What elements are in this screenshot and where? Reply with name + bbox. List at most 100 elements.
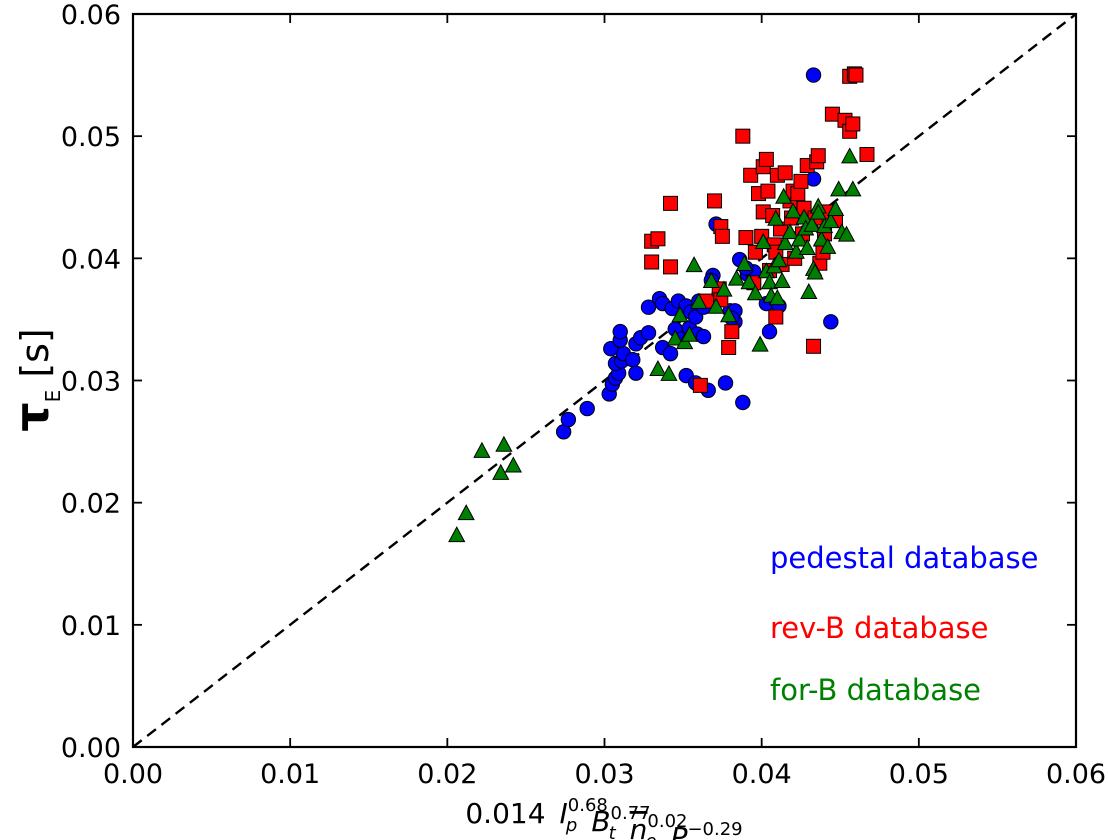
data-point-triangle [841,147,859,164]
x-label-space [616,813,630,840]
y-tick-label: 0.03 [61,367,121,398]
data-point-triangle [819,237,837,254]
data-point-triangle [707,297,725,314]
x-tick-label: 0.00 [103,759,163,790]
data-point-triangle [800,282,818,300]
data-point-triangle [770,251,788,268]
x-label-variable: n [630,813,648,840]
data-point-triangle [803,215,821,232]
data-point-square [650,231,666,247]
data-point-triangle [690,292,708,309]
data-point-triangle [685,256,703,273]
data-points [448,66,875,543]
data-point-square [848,67,864,83]
x-axis-label: 0.014 I0.68p B0.77t n0.02e P−0.29loss [465,795,742,840]
x-axis-formula: 0.014 I0.68p B0.77t n0.02e P−0.29loss [465,795,742,840]
data-point-triangle [666,329,684,346]
data-point-circle [628,365,644,381]
data-point-square [663,259,679,275]
x-label-exponent: 0.68 [568,795,608,816]
data-point-circle [761,323,778,340]
data-point-triangle [751,335,769,352]
x-label-exponent: −0.29 [687,819,742,840]
data-point-triangle [740,273,758,290]
x-tick-label: 0.02 [417,759,477,790]
legend: pedestal database rev-B database for-B dat… [770,541,1038,707]
data-point-triangle [746,284,765,301]
x-label-exponent: 0.02 [647,811,687,832]
data-point-square [824,106,840,122]
data-point-square [793,173,809,189]
data-point-triangle [784,202,802,219]
data-point-triangle [495,435,513,452]
data-point-square [859,146,875,162]
data-point-circle [640,325,657,341]
x-tick-label: 0.01 [260,759,320,790]
data-point-triangle [735,254,754,271]
series-triangle-points [448,147,862,543]
x-tick-label: 0.06 [1046,759,1106,790]
data-point-square [735,128,751,144]
data-point-square [768,309,784,325]
data-point-square [760,183,776,199]
data-point-triangle [776,234,794,251]
data-point-triangle [798,239,816,256]
data-point-square [810,148,826,164]
data-point-circle [612,323,628,340]
y-tick-label: 0.01 [61,611,121,642]
data-point-square [724,324,740,340]
legend-entry: for-B database [770,673,981,707]
y-tick-label: 0.04 [61,244,121,275]
y-tick-label: 0.02 [61,489,121,520]
data-point-circle [823,314,839,330]
x-label-coefficient: 0.014 [465,797,545,830]
data-point-triangle [448,526,466,543]
data-point-triangle [504,456,522,473]
data-point-triangle [844,180,862,197]
data-point-circle [662,345,679,362]
x-label-subscript: t [609,823,617,840]
data-point-triangle [660,364,678,381]
data-point-square [806,338,822,354]
reference-line-group [132,13,1077,748]
data-point-triangle [671,306,689,323]
x-label-exponent: 0.77 [611,803,651,824]
data-point-triangle [760,273,779,290]
data-point-triangle [649,359,667,377]
data-point-square [738,230,754,246]
data-point-circle [640,299,657,315]
y-axis-title: τE [s] [5,328,65,432]
data-point-triangle [781,223,799,240]
data-point-triangle [715,280,733,297]
data-point-triangle [806,263,824,280]
x-label-subscript: e [646,831,657,840]
data-point-square [714,228,730,244]
data-point-circle [735,394,751,411]
x-label-space [546,797,560,830]
data-point-circle [805,67,822,83]
data-point-circle [560,411,577,428]
x-label-variable: B [591,805,610,838]
data-point-triangle [754,232,772,249]
data-point-triangle [702,271,721,289]
y-label-subscript: E [41,390,65,403]
data-point-triangle [473,441,491,458]
data-point-circle [625,352,641,368]
data-point-triangle [822,212,840,229]
x-label-variable: I [560,797,568,830]
data-point-square [777,165,793,181]
data-point-triangle [492,463,510,480]
x-label-space [657,821,671,840]
y-tick-label: 0.06 [61,0,121,31]
data-point-triangle [767,209,785,226]
x-tick-label: 0.03 [574,759,634,790]
data-point-triangle [768,289,787,306]
y-tick-label: 0.00 [61,733,121,764]
data-point-triangle [457,504,475,521]
data-point-square [707,193,723,209]
y-label-tau: τ [5,402,59,431]
data-point-triangle [727,269,746,286]
data-point-triangle [837,225,856,242]
data-point-square [644,254,660,270]
